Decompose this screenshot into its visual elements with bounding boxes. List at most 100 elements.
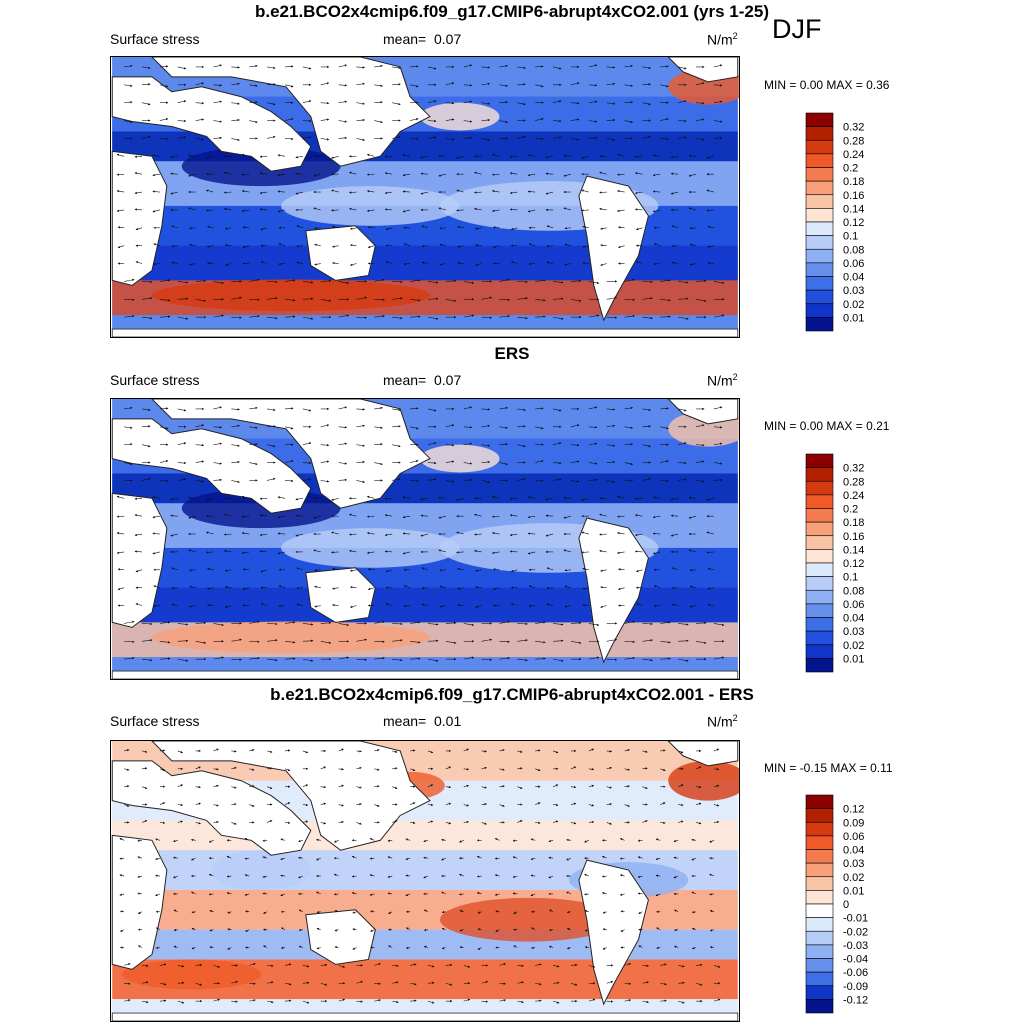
wind-vector bbox=[670, 514, 679, 517]
colorbar-box bbox=[805, 808, 834, 823]
panel-1-max-value: 0.36 bbox=[866, 78, 890, 92]
wind-vector bbox=[374, 120, 383, 124]
wind-vector bbox=[600, 586, 607, 589]
wind-vector bbox=[463, 100, 473, 103]
wind-vector bbox=[463, 120, 473, 123]
wind-vector bbox=[402, 515, 411, 519]
wind-vector bbox=[535, 459, 544, 463]
wind-vector bbox=[510, 261, 518, 264]
wind-vector bbox=[320, 279, 332, 283]
wind-vector bbox=[302, 297, 314, 300]
wind-vector bbox=[320, 443, 330, 447]
wind-vector bbox=[277, 515, 286, 519]
wind-vector bbox=[635, 261, 643, 264]
wind-vector bbox=[491, 173, 500, 176]
wind-vector bbox=[224, 586, 232, 589]
wind-vector bbox=[421, 225, 429, 229]
wind-vector bbox=[617, 173, 625, 176]
wind-vector bbox=[152, 173, 160, 177]
wind-vector bbox=[499, 314, 510, 318]
wind-vector bbox=[624, 120, 634, 124]
wind-vector bbox=[159, 621, 171, 624]
colorbar-tick-label: 0.04 bbox=[843, 845, 864, 857]
wind-vector bbox=[141, 83, 151, 86]
wind-vector bbox=[588, 64, 598, 68]
wind-vector bbox=[475, 569, 482, 572]
antarctica bbox=[111, 1012, 739, 1021]
field-contour bbox=[420, 102, 500, 131]
wind-vector bbox=[320, 621, 332, 625]
wind-vector bbox=[617, 531, 625, 535]
wind-vector bbox=[481, 118, 491, 122]
wind-vector bbox=[599, 533, 607, 536]
wind-vector bbox=[517, 66, 526, 70]
wind-vector bbox=[652, 173, 661, 177]
wind-vector bbox=[332, 225, 339, 229]
wind-vector bbox=[170, 497, 178, 501]
colorbar-tick-label: 0 bbox=[843, 899, 849, 911]
wind-vector bbox=[689, 585, 697, 588]
colorbar-box bbox=[805, 180, 834, 196]
wind-vector bbox=[652, 209, 661, 213]
wind-vector bbox=[260, 603, 268, 606]
wind-vector bbox=[142, 622, 153, 626]
colorbar-tick-label: 0.06 bbox=[843, 831, 864, 843]
wind-vector bbox=[491, 209, 500, 212]
wind-vector bbox=[402, 209, 411, 213]
wind-vector bbox=[223, 513, 232, 517]
panel-2-max-label: MAX = bbox=[826, 419, 863, 433]
wind-vector bbox=[546, 261, 554, 264]
wind-vector bbox=[528, 585, 536, 588]
wind-vector bbox=[356, 138, 366, 141]
wind-vector bbox=[660, 137, 669, 141]
wind-vector bbox=[213, 442, 223, 445]
wind-vector bbox=[134, 514, 143, 517]
wind-vector bbox=[553, 478, 562, 481]
wind-vector bbox=[439, 263, 446, 266]
wind-vector bbox=[706, 156, 715, 159]
wind-vector bbox=[231, 408, 240, 411]
wind-vector bbox=[403, 243, 411, 246]
wind-vector bbox=[213, 100, 223, 103]
wind-vector bbox=[117, 226, 125, 229]
wind-vector bbox=[249, 64, 258, 68]
wind-vector bbox=[402, 173, 411, 177]
colorbar-box bbox=[805, 903, 834, 918]
wind-vector bbox=[553, 297, 564, 300]
wind-vector bbox=[463, 623, 475, 627]
wind-vector bbox=[189, 605, 196, 608]
wind-vector bbox=[159, 279, 171, 282]
colorbar-box bbox=[805, 112, 834, 127]
wind-vector bbox=[332, 567, 339, 571]
wind-vector bbox=[320, 424, 330, 428]
wind-vector bbox=[367, 568, 375, 571]
wind-vector bbox=[713, 478, 723, 482]
wind-vector bbox=[116, 173, 125, 176]
colorbar-tick-label: 0.01 bbox=[843, 885, 864, 897]
wind-vector bbox=[689, 569, 697, 572]
wind-vector bbox=[427, 136, 437, 139]
colorbar-box bbox=[805, 630, 834, 646]
wind-vector bbox=[660, 84, 669, 88]
wind-vector bbox=[385, 261, 393, 264]
wind-vector bbox=[695, 82, 705, 86]
wind-vector bbox=[634, 550, 643, 553]
panel-2-minmax: MIN = 0.00 MAX = 0.21 bbox=[764, 419, 889, 433]
wind-vector bbox=[171, 603, 178, 606]
wind-vector bbox=[356, 102, 366, 105]
wind-vector bbox=[635, 603, 643, 606]
wind-vector bbox=[696, 298, 707, 302]
wind-vector bbox=[642, 477, 651, 481]
wind-vector bbox=[332, 245, 339, 248]
wind-vector bbox=[295, 172, 303, 175]
wind-vector bbox=[374, 278, 385, 282]
wind-vector bbox=[277, 173, 286, 177]
wind-vector bbox=[481, 408, 491, 411]
wind-vector bbox=[267, 66, 276, 70]
colorbar-tick-label: -0.01 bbox=[843, 913, 868, 925]
colorbar-tick-label: -0.03 bbox=[843, 940, 868, 952]
wind-vector bbox=[259, 191, 268, 195]
wind-vector bbox=[152, 532, 160, 535]
wind-vector bbox=[349, 263, 357, 266]
wind-vector bbox=[338, 442, 348, 445]
